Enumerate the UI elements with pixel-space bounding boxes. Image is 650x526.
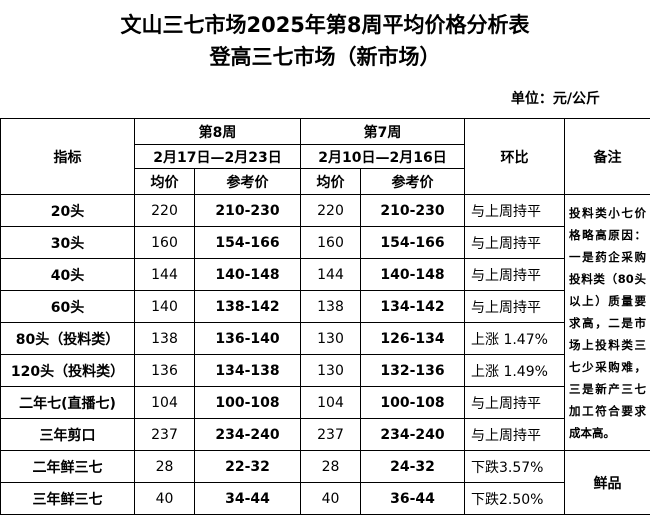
row-ref-week8: 34-44 [194,482,301,515]
row-ref-week8: 100-108 [194,386,301,419]
table-row: 二年鲜三七 28 22-32 28 24-32 下跌3.57% 鲜品 [0,450,650,515]
row-avg-week7: 130 [300,354,361,387]
row-name: 三年剪口 [0,418,135,451]
header-indicator: 指标 [0,118,135,195]
row-ref-week7: 134-142 [360,290,465,323]
header-week7: 第7周 [300,118,465,145]
row-avg-week8: 28 [134,450,195,483]
row-ref-week8: 134-138 [194,354,301,387]
price-table: 指标 第8周 第7周 环比 备注 2月17日—2月23日 2月10日—2月16日… [0,118,650,515]
row-avg-week8: 237 [134,418,195,451]
row-name: 20头 [0,194,135,227]
row-avg-week7: 104 [300,386,361,419]
header-ref-week7: 参考价 [360,168,465,195]
header-avg-week7: 均价 [300,168,361,195]
row-ref-week8: 210-230 [194,194,301,227]
row-change: 上涨 1.49% [464,354,565,387]
row-ref-week7: 154-166 [360,226,465,259]
row-avg-week7: 220 [300,194,361,227]
row-avg-week7: 130 [300,322,361,355]
unit-label: 单位：元/公斤 [510,91,600,107]
header-change: 环比 [464,118,565,195]
row-ref-week8: 140-148 [194,258,301,291]
row-avg-week8: 104 [134,386,195,419]
row-ref-week8: 138-142 [194,290,301,323]
header-week8-dates: 2月17日—2月23日 [134,144,301,169]
table-row: 120头（投料类） 136 134-138 130 132-136 上涨 1.49% [0,354,650,387]
row-avg-week7: 144 [300,258,361,291]
table-row: 60头 140 138-142 138 134-142 与上周持平 [0,290,650,323]
row-name: 30头 [0,226,135,259]
header-week7-dates: 2月10日—2月16日 [300,144,465,169]
table-row: 40头 144 140-148 144 140-148 与上周持平 [0,258,650,291]
table-row: 80头（投料类） 138 136-140 130 126-134 上涨 1.47% [0,322,650,355]
row-avg-week8: 40 [134,482,195,515]
row-change: 上涨 1.47% [464,322,565,355]
row-name: 二年七(直播七) [0,386,135,419]
row-avg-week7: 138 [300,290,361,323]
row-avg-week8: 140 [134,290,195,323]
header-week8: 第8周 [134,118,301,145]
row-ref-week7: 100-108 [360,386,465,419]
row-change: 下跌2.50% [464,482,565,515]
remark-note: 投料类小七价格略高原因：一是药企采购投料类（80头以上）质量要求高，二是市场上投… [564,194,650,451]
page-title: 文山三七市场2025年第8周平均价格分析表 [120,13,530,37]
row-avg-week7: 28 [300,450,361,483]
row-avg-week7: 160 [300,226,361,259]
row-ref-week7: 36-44 [360,482,465,515]
table-row: 30头 160 154-166 160 154-166 与上周持平 [0,226,650,259]
row-avg-week8: 144 [134,258,195,291]
row-name: 60头 [0,290,135,323]
row-avg-week8: 220 [134,194,195,227]
row-name: 120头（投料类） [0,354,135,387]
row-name: 二年鲜三七 [0,450,135,483]
table-row: 三年鲜三七 40 34-44 40 36-44 下跌2.50% [0,482,650,515]
row-avg-week8: 138 [134,322,195,355]
row-ref-week7: 24-32 [360,450,465,483]
row-name: 三年鲜三七 [0,482,135,515]
remark-fresh: 鲜品 [564,450,650,515]
row-avg-week8: 136 [134,354,195,387]
row-name: 40头 [0,258,135,291]
row-change: 与上周持平 [464,386,565,419]
row-change: 与上周持平 [464,258,565,291]
row-avg-week7: 237 [300,418,361,451]
row-ref-week7: 234-240 [360,418,465,451]
row-change: 与上周持平 [464,418,565,451]
header-remark: 备注 [564,118,650,195]
row-ref-week8: 22-32 [194,450,301,483]
table-row: 二年七(直播七) 104 100-108 104 100-108 与上周持平 [0,386,650,419]
row-change: 与上周持平 [464,226,565,259]
row-change: 与上周持平 [464,290,565,323]
row-change: 与上周持平 [464,194,565,227]
header-avg-week8: 均价 [134,168,195,195]
row-ref-week8: 234-240 [194,418,301,451]
row-ref-week7: 140-148 [360,258,465,291]
row-ref-week7: 132-136 [360,354,465,387]
row-avg-week7: 40 [300,482,361,515]
row-ref-week8: 154-166 [194,226,301,259]
row-name: 80头（投料类） [0,322,135,355]
table-row: 20头 220 210-230 220 210-230 与上周持平 投料类小七价格略高原因：… [0,194,650,451]
row-ref-week7: 210-230 [360,194,465,227]
row-avg-week8: 160 [134,226,195,259]
table-row: 三年剪口 237 234-240 237 234-240 与上周持平 [0,418,650,451]
row-ref-week7: 126-134 [360,322,465,355]
page-subtitle: 登高三七市场（新市场） [209,45,441,69]
header-ref-week8: 参考价 [194,168,301,195]
row-ref-week8: 136-140 [194,322,301,355]
row-change: 下跌3.57% [464,450,565,483]
